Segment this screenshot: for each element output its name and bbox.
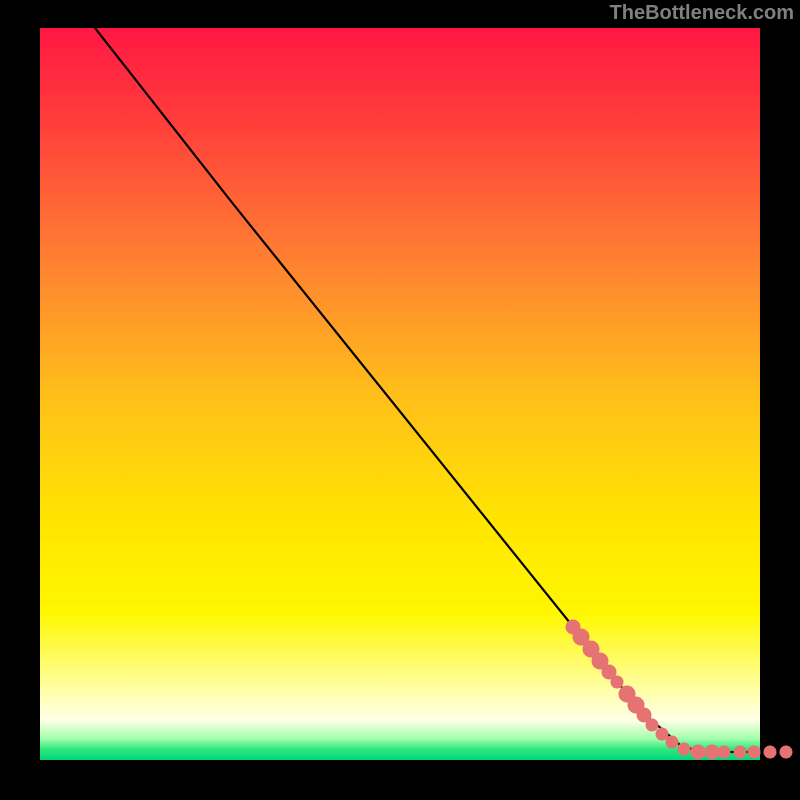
data-marker — [666, 736, 678, 748]
data-marker — [656, 728, 668, 740]
data-marker — [718, 746, 730, 758]
watermark-text: TheBottleneck.com — [610, 2, 794, 25]
data-marker — [764, 746, 776, 758]
data-marker — [691, 745, 705, 759]
data-marker — [748, 746, 760, 758]
data-marker — [780, 746, 792, 758]
plot-gradient-background — [40, 28, 760, 760]
data-marker — [678, 743, 690, 755]
data-marker — [611, 676, 623, 688]
chart-container: TheBottleneck.com — [0, 0, 800, 800]
chart-svg — [0, 0, 800, 800]
data-marker — [646, 719, 658, 731]
data-marker — [705, 745, 719, 759]
data-marker — [734, 746, 746, 758]
